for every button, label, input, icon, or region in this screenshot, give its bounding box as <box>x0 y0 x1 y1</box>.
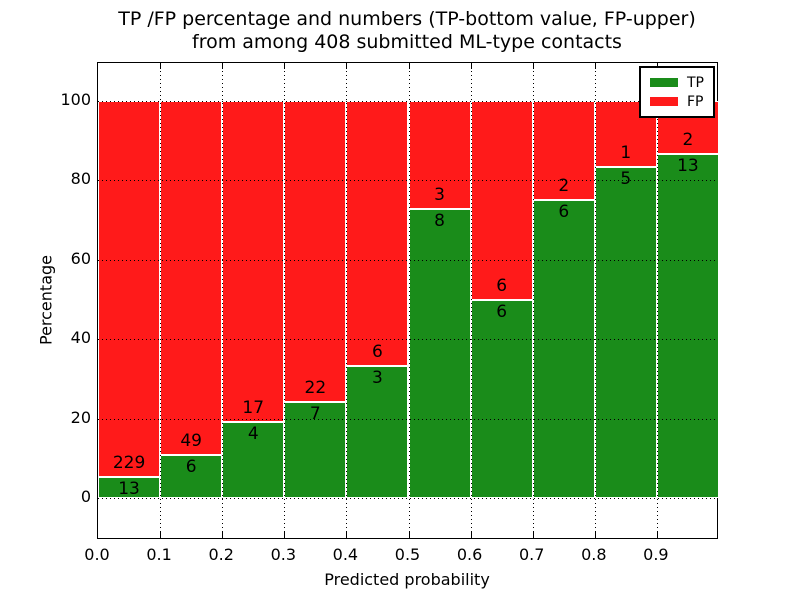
legend: TP FP <box>639 66 715 118</box>
fp-count-label: 2 <box>558 176 570 197</box>
legend-label: TP <box>687 74 704 91</box>
legend-row: TP <box>650 73 704 92</box>
x-tick-label: 0.2 <box>208 545 234 564</box>
fp-count-label: 2 <box>682 129 694 150</box>
x-tick-label: 0.6 <box>456 545 483 564</box>
fp-count-label: 49 <box>180 430 202 451</box>
bar-segment-tp <box>470 299 533 498</box>
bar-segment-tp <box>532 200 595 498</box>
y-tick-label: 20 <box>70 407 91 427</box>
bar-segment-tp <box>594 167 657 498</box>
x-tick-label: 0.7 <box>518 545 545 564</box>
fp-count-label: 17 <box>242 398 265 419</box>
bar-segment-tp <box>656 153 719 498</box>
vertical-gridline <box>408 63 410 538</box>
bar-segment-tp <box>160 454 223 498</box>
tp-count-label: 6 <box>558 202 570 223</box>
y-tick-label: 40 <box>70 328 91 348</box>
horizontal-gridline <box>98 259 717 261</box>
plot-area: 229 13 49 6 17 4 22 7 6 3 3 8 6 6 2 6 1 5 2 13 <box>97 62 719 539</box>
bar-segment-fp <box>284 101 347 403</box>
x-tick-label: 0.8 <box>581 545 607 564</box>
x-tick-label: 0.4 <box>332 545 359 564</box>
tp-count-label: 8 <box>434 211 445 232</box>
x-tick-label: 0.1 <box>146 545 172 564</box>
vertical-gridline <box>656 63 658 538</box>
bar-segment-fp <box>222 101 285 423</box>
bar-segment-tp <box>284 402 347 498</box>
vertical-gridline <box>346 63 348 538</box>
legend-swatch-fp <box>650 97 678 106</box>
vertical-gridline <box>532 63 534 538</box>
y-tick-label: 100 <box>60 90 91 109</box>
bar-segment-tp <box>222 422 285 498</box>
tp-count-label: 6 <box>185 456 197 477</box>
bar-segment-fp <box>470 101 533 300</box>
fp-count-label: 6 <box>496 275 508 296</box>
tp-count-label: 13 <box>677 155 699 176</box>
chart-title: TP /FP percentage and numbers (TP-bottom… <box>118 8 696 54</box>
tp-count-label: 6 <box>496 301 508 322</box>
chart-title-line1: TP /FP percentage and numbers (TP-bottom… <box>118 8 696 30</box>
vertical-gridline <box>594 63 596 538</box>
vertical-gridline <box>160 63 162 538</box>
bar-segment-tp <box>98 476 161 498</box>
x-tick-label: 0.9 <box>643 545 669 564</box>
fp-count-label: 1 <box>620 143 632 164</box>
bar-segment-fp <box>160 101 223 455</box>
chart-title-line2: from among 408 submitted ML-type contact… <box>192 31 622 53</box>
horizontal-gridline <box>98 180 717 182</box>
vertical-gridline <box>284 63 286 538</box>
fp-count-label: 229 <box>112 452 146 473</box>
y-tick-label: 0 <box>80 487 91 506</box>
tp-count-label: 13 <box>118 478 140 499</box>
fp-count-label: 3 <box>434 185 445 206</box>
x-tick-label: 0.3 <box>270 545 297 564</box>
horizontal-gridline <box>98 418 717 420</box>
x-axis-label: Predicted probability <box>324 570 490 589</box>
vertical-gridline <box>470 63 472 538</box>
bar-segment-tp <box>408 209 471 498</box>
bar-segment-fp <box>98 101 161 477</box>
horizontal-gridline <box>98 339 717 341</box>
x-tick-label: 0.5 <box>394 545 421 564</box>
y-tick-label: 80 <box>70 169 91 189</box>
legend-label: FP <box>687 93 704 110</box>
bar-segment-fp <box>346 101 409 366</box>
tp-count-label: 3 <box>372 367 383 388</box>
tp-count-label: 4 <box>247 424 259 445</box>
legend-swatch-tp <box>650 78 678 87</box>
legend-row: FP <box>650 92 704 111</box>
y-axis-label: Percentage <box>36 254 56 346</box>
horizontal-gridline <box>98 498 717 499</box>
tp-count-label: 7 <box>309 404 321 425</box>
x-tick-label: 0.0 <box>84 545 110 564</box>
y-tick-label: 60 <box>70 248 91 268</box>
fp-count-label: 6 <box>372 341 383 362</box>
fp-count-label: 22 <box>304 378 327 399</box>
horizontal-gridline <box>98 101 717 102</box>
vertical-gridline <box>222 63 224 538</box>
tp-count-label: 5 <box>620 169 632 190</box>
